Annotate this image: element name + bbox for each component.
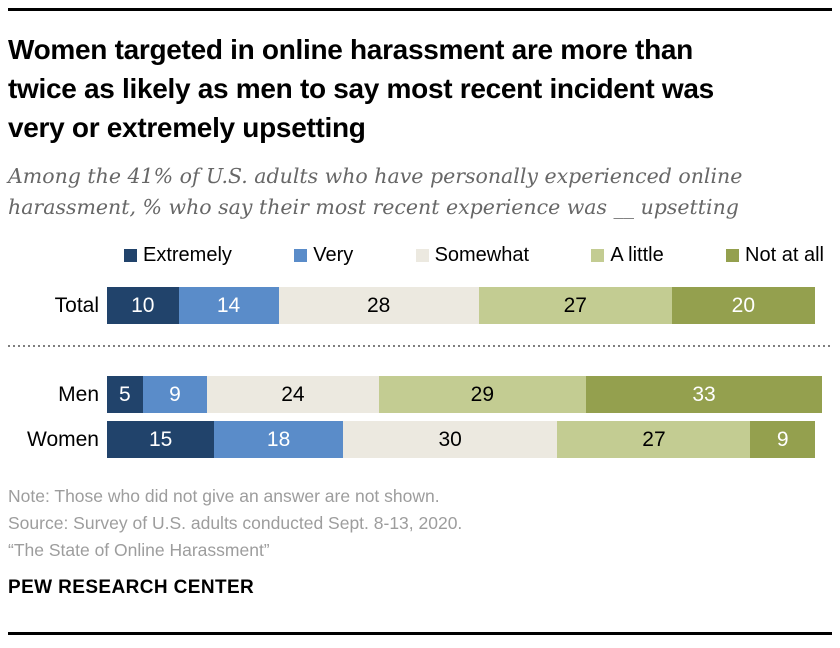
- bar-segment-not-at-all: 20: [671, 287, 815, 324]
- legend-item-a-little: A little: [591, 244, 664, 266]
- title-line-3: very or extremely upsetting: [8, 112, 366, 143]
- bar-segment-extremely: 10: [107, 287, 179, 324]
- chart-subtitle: Among the 41% of U.S. adults who have pe…: [8, 161, 832, 223]
- bar-track: 10 14 28 27 20: [107, 287, 815, 324]
- chart-row-total: Total 10 14 28 27 20: [0, 287, 840, 324]
- total-row-group: Total 10 14 28 27 20: [0, 287, 840, 324]
- title-line-1: Women targeted in online harassment are …: [8, 34, 693, 65]
- report-line: “The State of Online Harassment”: [8, 540, 270, 560]
- legend-swatch-a-little: [591, 248, 605, 262]
- category-label: Women: [27, 427, 99, 451]
- bar-segment-somewhat: 28: [278, 287, 479, 324]
- chart-row-men: Men 5 9 24 29 33: [0, 376, 840, 413]
- pew-research-center-wordmark: PEW RESEARCH CENTER: [8, 577, 255, 598]
- bar-segment-not-at-all: 33: [586, 376, 822, 413]
- category-label: Total: [54, 293, 99, 317]
- bar-segment-very: 14: [178, 287, 279, 324]
- title-line-2: twice as likely as men to say most recen…: [8, 73, 714, 104]
- bottom-rule: [8, 632, 832, 635]
- bar-segment-very: 9: [142, 376, 208, 413]
- bar-segment-a-little: 27: [557, 421, 751, 458]
- top-rule: [8, 8, 832, 11]
- legend-label: Extremely: [143, 244, 232, 266]
- legend-item-somewhat: Somewhat: [415, 244, 530, 266]
- stacked-bar-chart: Total 10 14 28 27 20 Men 5 9 24 29 33 Women 15 18 30 27…: [0, 287, 840, 458]
- gender-row-group: Men 5 9 24 29 33 Women 15 18 30 27 9: [0, 376, 840, 458]
- legend-swatch-somewhat: [415, 248, 429, 262]
- note-line: Note: Those who did not give an answer a…: [8, 486, 440, 506]
- bar-segment-very: 18: [214, 421, 343, 458]
- legend-swatch-extremely: [124, 248, 137, 262]
- legend-item-not-at-all: Not at all: [726, 245, 824, 265]
- footnotes: Note: Those who did not give an answer a…: [8, 483, 832, 564]
- bar-segment-a-little: 27: [478, 287, 672, 324]
- legend-swatch-very: [294, 248, 308, 262]
- bar-segment-not-at-all: 9: [750, 421, 815, 458]
- category-label: Men: [58, 382, 99, 406]
- chart-title: Women targeted in online harassment are …: [8, 30, 832, 147]
- legend-swatch-not-at-all: [726, 248, 740, 262]
- bar-segment-somewhat: 30: [342, 421, 558, 458]
- legend-label: Somewhat: [434, 244, 530, 266]
- subtitle-line-2: harassment, % who say their most recent …: [8, 195, 739, 219]
- dotted-divider: [8, 345, 832, 347]
- chart-row-women: Women 15 18 30 27 9: [0, 421, 840, 458]
- bar-segment-a-little: 29: [378, 376, 587, 413]
- source-line: Source: Survey of U.S. adults conducted …: [8, 513, 463, 533]
- legend-label: Very: [313, 244, 354, 266]
- subtitle-line-1: Among the 41% of U.S. adults who have pe…: [8, 164, 743, 188]
- bar-segment-somewhat: 24: [207, 376, 379, 413]
- bar-track: 15 18 30 27 9: [107, 421, 815, 458]
- bar-segment-extremely: 15: [107, 421, 215, 458]
- legend-item-extremely: Extremely: [124, 245, 232, 265]
- legend: Extremely Very Somewhat A little Not at all: [124, 245, 824, 265]
- legend-label: A little: [610, 244, 664, 266]
- legend-label: Not at all: [745, 244, 824, 266]
- legend-item-very: Very: [294, 245, 353, 265]
- bar-segment-extremely: 5: [107, 376, 143, 413]
- bar-track: 5 9 24 29 33: [107, 376, 822, 413]
